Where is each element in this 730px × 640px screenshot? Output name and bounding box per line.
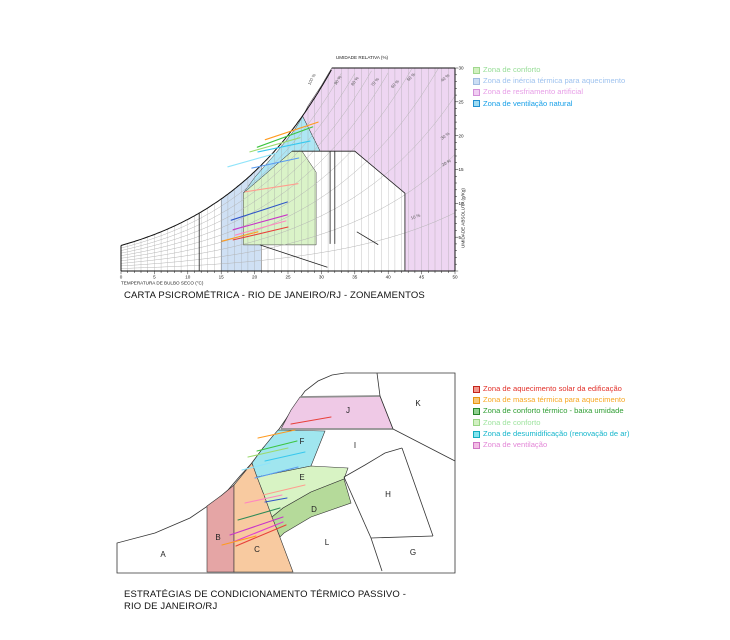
bottom-chart-title: ESTRATÉGIAS DE CONDICIONAMENTO TÉRMICO P… [124,589,406,613]
bottom-chart-title-line1: ESTRATÉGIAS DE CONDICIONAMENTO TÉRMICO P… [124,589,407,600]
zone-letter-L: L [325,538,330,547]
legend-swatch [473,385,480,393]
legend-item: Zona de desumidificação (renovação de ar… [473,428,630,439]
legend-label: Zona de desumidificação (renovação de ar… [483,428,630,438]
top-chart-legend: Zona de conforto Zona de inércia térmica … [473,65,626,109]
legend-label: Zona de massa térmica para aquecimento [483,395,626,405]
climate-trend-lines-top [221,121,319,242]
zone-letter-C: C [254,545,260,554]
legend-swatch [473,419,480,427]
svg-text:35: 35 [352,275,358,280]
svg-text:100 %: 100 % [307,73,317,86]
top-chart-title: CARTA PSICROMÉTRICA - RIO DE JANEIRO/RJ … [124,290,425,301]
zona-F-desumidificacao [251,429,326,478]
legend-swatch [473,397,480,405]
svg-text:80 %: 80 % [350,76,360,87]
svg-text:15: 15 [219,275,225,280]
saturation-curve [120,69,332,246]
zone-letter-K: K [415,399,421,408]
axis-titles: TEMPERATURA DE BULBO SECO (°C) UMIDADE RE… [121,55,466,286]
legend-swatch [473,441,480,449]
svg-text:50: 50 [452,275,458,280]
zona-J-ventilacao [280,395,394,430]
axis-ticks [120,67,459,275]
svg-text:30 %: 30 % [440,131,451,141]
legend-label: Zona de ventilação [483,439,548,449]
legend-swatch [473,89,480,97]
legend-swatch [473,66,480,74]
legend-label: Zona de conforto térmico - baixa umidade [483,406,624,416]
svg-text:60 %: 60 % [390,79,401,90]
svg-text:0: 0 [120,275,123,280]
legend-item: Zona de inércia térmica para aquecimento [473,76,626,86]
legend-item: Zona de resfriamento artificial [473,88,625,97]
svg-text:20 %: 20 % [441,158,452,167]
legend-label: Zona de aquecimento solar da edificação [483,384,622,393]
bottom-chart-title-line2: RIO DE JANEIRO/RJ [124,601,218,612]
climate-trend-lines-bottom [221,416,332,547]
legend-swatch [473,78,480,86]
svg-text:40: 40 [386,275,392,280]
legend-item: Zona de aquecimento solar da edificação [473,384,629,394]
legend-item: Zona de conforto [473,65,625,75]
zone-letter-H: H [385,490,391,499]
zona-conforto [242,150,317,246]
strategy-chart [116,372,456,574]
zone-letter-F: F [300,437,305,446]
svg-text:30: 30 [319,275,325,280]
svg-text:25: 25 [285,275,291,280]
relative-humidity-curves [120,68,456,269]
zone-letter-I: I [354,441,356,450]
zone-letter-D: D [311,505,317,514]
legend-label: Zona de inércia térmica para aquecimento [483,76,626,86]
zone-letter-J: J [346,406,350,415]
svg-text:90 %: 90 % [333,75,343,86]
svg-text:50 %: 50 % [406,72,417,83]
zone-letter-A: A [160,550,166,559]
rh-axis-label: UMIDADE RELATIVA (%) [336,55,389,60]
legend-swatch [473,100,480,108]
axis-tick-labels: 0 5 10 15 20 25 30 35 40 45 50 5 10 15 20 25 30 [120,66,464,280]
strategy-zone-letters: A B C D E F G H I J K L [160,399,421,559]
svg-text:30: 30 [459,66,465,71]
zona-B-aquecimento-solar [206,484,235,573]
legend-swatch [473,430,480,438]
strategy-outline-segments [198,150,406,271]
rh-curve-labels: 100 % 90 % 80 % 70 % 60 % 50 % 40 % 30 % 20 % 10 … [307,72,452,221]
legend-item: Zona de ventilação natural [473,98,625,109]
legend-label: Zona de ventilação natural [483,98,573,108]
svg-text:20: 20 [459,133,465,138]
legend-item: Zona de ventilação [473,439,629,450]
y-axis-label: UMIDADE ABSOLUTA (g/Kg) [461,188,466,248]
legend-label: Zona de conforto [483,417,541,427]
legend-label: Zona de resfriamento artificial [483,87,584,97]
legend-item: Zona de conforto [473,417,629,428]
svg-text:20: 20 [252,275,258,280]
svg-text:10 %: 10 % [410,213,421,221]
x-axis-label: TEMPERATURA DE BULBO SECO (°C) [121,281,204,286]
svg-text:10: 10 [185,275,191,280]
bottom-chart-legend: Zona de aquecimento solar da edificação Z… [473,384,630,450]
svg-text:45: 45 [419,275,425,280]
svg-text:5: 5 [459,235,462,240]
zone-letter-B: B [215,533,220,542]
legend-item: Zona de conforto térmico - baixa umidade [473,407,629,416]
zona-D-conforto-baixa-umidade [271,478,352,538]
svg-text:10: 10 [459,201,465,206]
legend-label: Zona de conforto [483,65,541,74]
legend-item: Zona de massa térmica para aquecimento [473,395,629,405]
zone-letter-G: G [410,548,416,557]
svg-text:40 %: 40 % [440,73,451,83]
legend-swatch [473,408,480,416]
zone-letter-E: E [299,473,304,482]
svg-text:15: 15 [459,167,465,172]
svg-text:70 %: 70 % [370,77,380,88]
svg-text:5: 5 [153,275,156,280]
svg-text:25: 25 [459,99,465,104]
